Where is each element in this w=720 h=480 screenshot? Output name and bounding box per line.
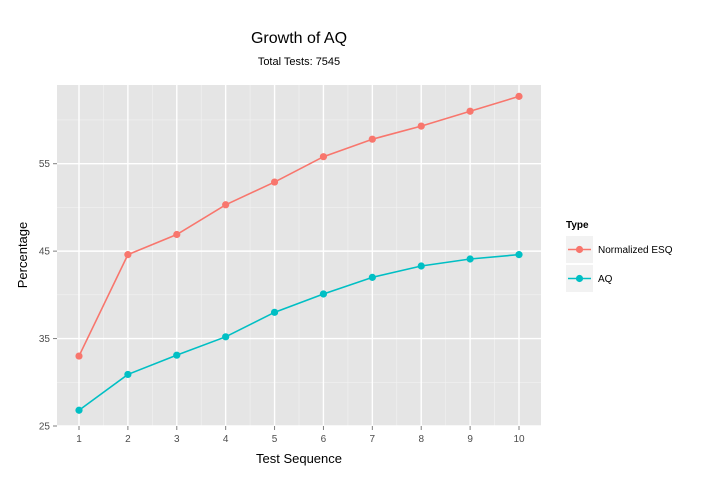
x-axis-title: Test Sequence bbox=[256, 451, 342, 466]
data-point-aq bbox=[466, 255, 474, 263]
x-tick-label: 1 bbox=[76, 434, 82, 445]
data-point-aq bbox=[222, 333, 230, 341]
y-tick-label: 25 bbox=[39, 422, 51, 433]
data-point-normalized-esq bbox=[75, 352, 83, 360]
data-point-aq bbox=[417, 262, 425, 270]
legend-key-point-aq bbox=[575, 274, 584, 283]
data-point-aq bbox=[368, 273, 376, 281]
legend-label-aq: AQ bbox=[598, 274, 613, 285]
x-tick-label: 10 bbox=[513, 434, 525, 445]
data-point-normalized-esq bbox=[222, 201, 230, 209]
data-point-aq bbox=[124, 370, 132, 379]
data-point-normalized-esq bbox=[466, 107, 474, 115]
series-line-aq bbox=[78, 253, 520, 411]
legend-key-point-normalized-esq bbox=[575, 245, 584, 254]
series-line-normalized-esq bbox=[78, 95, 520, 357]
data-point-normalized-esq bbox=[515, 92, 523, 100]
x-tick-label: 9 bbox=[467, 434, 473, 445]
y-tick-label: 55 bbox=[39, 159, 51, 170]
grid-lines bbox=[57, 85, 541, 427]
y-axis: 25 35 45 55 bbox=[39, 159, 57, 433]
chart-subtitle: Total Tests: 7545 bbox=[258, 56, 340, 68]
data-point-normalized-esq bbox=[368, 135, 376, 143]
data-point-aq bbox=[319, 290, 328, 298]
x-tick-label: 6 bbox=[321, 434, 327, 445]
x-tick-label: 4 bbox=[223, 434, 229, 445]
data-point-normalized-esq bbox=[124, 251, 132, 259]
series-layer bbox=[75, 92, 523, 414]
data-point-aq bbox=[75, 406, 83, 414]
x-tick-label: 7 bbox=[370, 434, 376, 445]
y-axis-title: Percentage bbox=[15, 222, 30, 289]
x-tick-label: 2 bbox=[125, 434, 131, 445]
x-tick-label: 3 bbox=[174, 434, 180, 445]
legend: Type Normalized ESQ AQ bbox=[566, 220, 673, 292]
chart-title: Growth of AQ bbox=[251, 30, 347, 47]
data-point-normalized-esq bbox=[319, 153, 328, 161]
x-tick-label: 8 bbox=[418, 434, 424, 445]
x-tick-label: 5 bbox=[272, 434, 278, 445]
legend-label-normalized-esq: Normalized ESQ bbox=[598, 245, 673, 256]
legend-title: Type bbox=[566, 220, 589, 231]
data-point-normalized-esq bbox=[270, 178, 279, 186]
data-point-normalized-esq bbox=[173, 230, 181, 239]
data-point-aq bbox=[270, 308, 279, 316]
y-tick-label: 35 bbox=[39, 334, 51, 345]
data-point-aq bbox=[515, 251, 523, 259]
data-point-aq bbox=[173, 351, 181, 359]
x-axis: 1 2 3 4 5 6 7 8 9 10 bbox=[76, 426, 525, 445]
y-tick-label: 45 bbox=[39, 247, 51, 258]
data-point-normalized-esq bbox=[417, 122, 425, 130]
